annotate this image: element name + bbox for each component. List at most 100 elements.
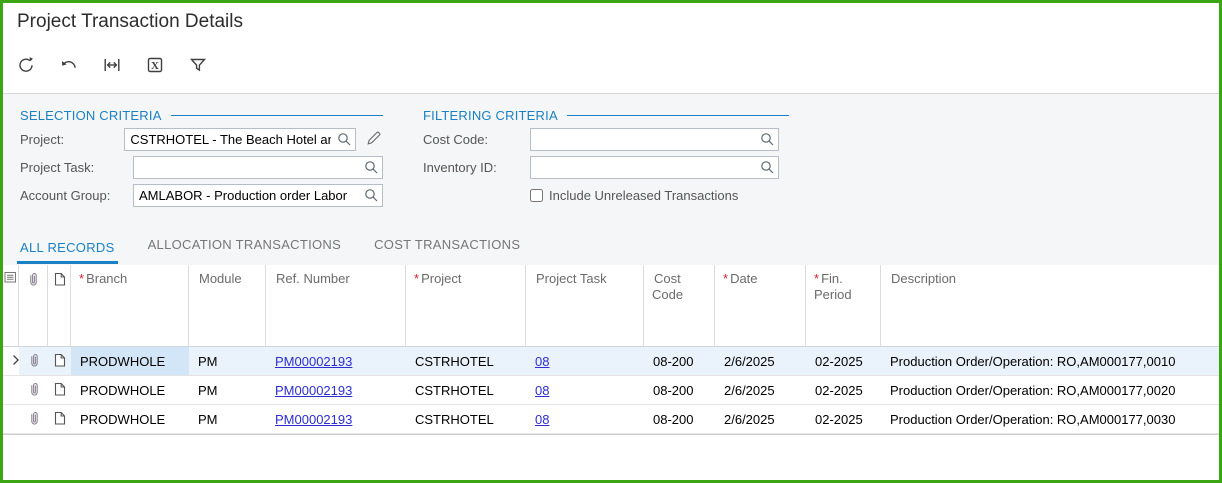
export-excel-button[interactable]: X xyxy=(142,53,168,79)
grid-settings-icon xyxy=(4,271,17,288)
fit-width-button[interactable] xyxy=(99,53,125,79)
transactions-grid: * Branch Module Ref. Number * Project Proj… xyxy=(3,265,1219,435)
tab-bar: ALL RECORDS ALLOCATION TRANSACTIONS COST… xyxy=(17,232,523,264)
column-header-fin-period[interactable]: * Fin. Period xyxy=(806,265,881,346)
edit-project-button[interactable] xyxy=(365,130,383,150)
inventory-id-label: Inventory ID: xyxy=(423,160,497,175)
column-header-project-task[interactable]: Project Task xyxy=(526,265,644,346)
attach-file-button[interactable] xyxy=(27,410,41,429)
row-note-cell xyxy=(48,376,71,404)
note-button[interactable] xyxy=(52,410,67,429)
tab-allocation-transactions[interactable]: ALLOCATION TRANSACTIONS xyxy=(147,237,342,252)
filter-panel: SELECTION CRITERIA Project: xyxy=(3,93,1219,266)
filtering-criteria-title: FILTERING CRITERIA xyxy=(423,108,789,123)
cell-description: Production Order/Operation: RO,AM000177,… xyxy=(890,411,1176,427)
column-header-ref-number[interactable]: Ref. Number xyxy=(266,265,406,346)
cell-description: Production Order/Operation: RO,AM000177,… xyxy=(890,382,1176,398)
column-header-description[interactable]: Description xyxy=(891,271,957,286)
refresh-button[interactable] xyxy=(13,53,39,79)
cell-project: CSTRHOTEL xyxy=(415,353,494,369)
cell-project-task: 08 xyxy=(526,376,644,404)
column-header-cost-code[interactable]: Cost Code xyxy=(644,265,715,346)
project-task-input[interactable] xyxy=(134,157,382,178)
column-header-project[interactable]: * Project xyxy=(406,265,526,346)
cell-fin-period: 02-2025 xyxy=(815,353,863,369)
search-icon xyxy=(336,131,352,150)
cell-cost-code: 08-200 xyxy=(653,353,694,369)
cell-cost-code: 08-200 xyxy=(653,411,694,427)
tab-cost-transactions[interactable]: COST TRANSACTIONS xyxy=(374,237,521,252)
ref-number-link[interactable]: PM00002193 xyxy=(275,382,353,398)
note-icon xyxy=(52,410,67,429)
project-task-lookup-button[interactable] xyxy=(362,159,380,177)
include-unreleased-checkbox[interactable] xyxy=(530,189,543,202)
project-task-link[interactable]: 08 xyxy=(535,411,550,427)
cell-cost-code: 08-200 xyxy=(653,382,694,398)
cost-code-lookup xyxy=(530,128,779,151)
include-unreleased-label: Include Unreleased Transactions xyxy=(549,188,739,203)
page-title: Project Transaction Details xyxy=(17,11,243,32)
search-icon xyxy=(759,159,775,178)
column-header-module[interactable]: Module xyxy=(189,265,266,346)
project-task-lookup xyxy=(133,156,383,179)
note-icon xyxy=(52,352,67,371)
cell-date: 2/6/2025 xyxy=(724,411,775,427)
project-task-label: Project Task: xyxy=(20,160,95,175)
account-group-lookup-button[interactable] xyxy=(362,187,380,205)
cell-branch[interactable]: PRODWHOLE xyxy=(71,347,189,375)
inventory-id-lookup-button[interactable] xyxy=(758,159,776,177)
cell-date: 2/6/2025 xyxy=(724,353,775,369)
grid-settings-header-cell[interactable] xyxy=(3,265,19,346)
project-lookup-button[interactable] xyxy=(335,131,353,149)
attach-file-button[interactable] xyxy=(27,352,41,371)
cost-code-label: Cost Code: xyxy=(423,132,489,147)
attachments-column-header[interactable] xyxy=(19,265,48,346)
filter-button[interactable] xyxy=(185,53,211,79)
column-header-branch[interactable]: * Branch xyxy=(71,265,189,346)
cell-module: PM xyxy=(198,382,218,398)
note-button[interactable] xyxy=(52,381,67,400)
table-row[interactable]: PRODWHOLE PM PM00002193 CSTRHOTEL 08 08-… xyxy=(3,405,1219,434)
account-group-lookup xyxy=(133,184,383,207)
search-icon xyxy=(363,187,379,206)
chevron-right-icon xyxy=(12,354,19,369)
notes-column-header[interactable] xyxy=(48,265,71,346)
cell-description: Production Order/Operation: RO,AM000177,… xyxy=(890,353,1176,369)
note-icon xyxy=(52,271,67,291)
table-row[interactable]: PRODWHOLE PM PM00002193 CSTRHOTEL 08 08-… xyxy=(3,376,1219,405)
column-header-date[interactable]: * Date xyxy=(715,265,806,346)
account-group-input[interactable] xyxy=(134,185,382,206)
inventory-id-input[interactable] xyxy=(531,157,778,178)
row-note-cell xyxy=(48,347,71,375)
row-pointer xyxy=(3,405,19,433)
cell-fin-period: 02-2025 xyxy=(815,411,863,427)
attach-file-button[interactable] xyxy=(27,381,41,400)
ref-number-link[interactable]: PM00002193 xyxy=(275,411,353,427)
project-lookup xyxy=(124,128,356,151)
cost-code-input[interactable] xyxy=(531,129,778,150)
table-row[interactable]: PRODWHOLE PM PM00002193 CSTRHOTEL 08 08-… xyxy=(3,347,1219,376)
row-attachment-cell xyxy=(19,376,48,404)
paperclip-icon xyxy=(27,410,41,429)
cell-branch[interactable]: PRODWHOLE xyxy=(80,382,166,398)
cost-code-lookup-button[interactable] xyxy=(758,131,776,149)
fit-width-icon xyxy=(102,55,122,78)
undo-button[interactable] xyxy=(56,53,82,79)
cell-fin-period: 02-2025 xyxy=(815,382,863,398)
note-button[interactable] xyxy=(52,352,67,371)
ref-number-link[interactable]: PM00002193 xyxy=(275,353,353,369)
note-icon xyxy=(52,381,67,400)
cell-branch[interactable]: PRODWHOLE xyxy=(80,411,166,427)
grid-header-row: * Branch Module Ref. Number * Project Proj… xyxy=(3,265,1219,347)
project-input[interactable] xyxy=(125,129,355,150)
cell-project: CSTRHOTEL xyxy=(415,411,494,427)
project-task-link[interactable]: 08 xyxy=(535,353,550,369)
project-task-link[interactable]: 08 xyxy=(535,382,550,398)
search-icon xyxy=(759,131,775,150)
row-attachment-cell xyxy=(19,405,48,433)
tab-all-records[interactable]: ALL RECORDS xyxy=(17,240,118,264)
row-pointer xyxy=(3,347,19,375)
cell-project-task: 08 xyxy=(526,347,644,375)
inventory-id-lookup xyxy=(530,156,779,179)
cell-project-task: 08 xyxy=(526,405,644,433)
